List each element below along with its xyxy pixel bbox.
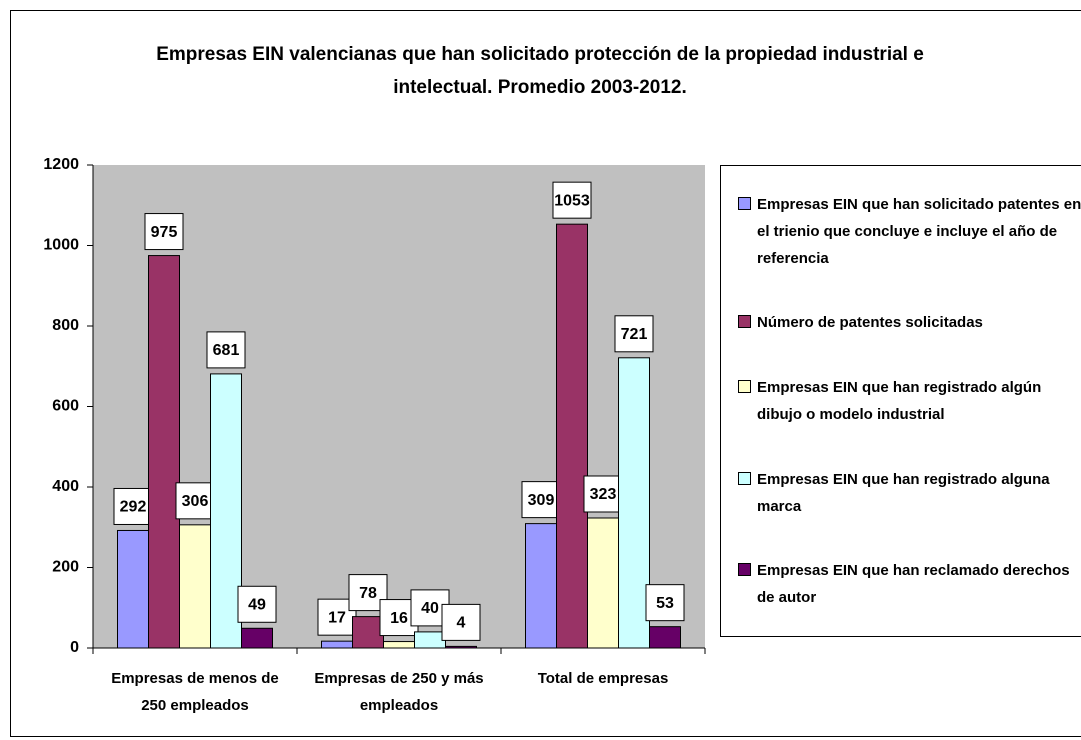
data-label: 16 (390, 610, 408, 627)
data-label-box (237, 585, 277, 623)
chart-frame (10, 10, 1081, 737)
legend-swatch (738, 315, 751, 329)
bar (117, 529, 149, 649)
y-tick-label: 200 (52, 559, 79, 576)
data-label: 53 (656, 595, 674, 612)
data-label: 323 (590, 486, 617, 503)
x-tick-label: Empresas de 250 y más empleados (314, 670, 484, 714)
y-tick-label: 600 (52, 398, 79, 415)
data-label: 306 (182, 493, 209, 510)
bar (179, 524, 211, 649)
x-tick-label: Total de empresas (537, 670, 669, 687)
bar (352, 616, 384, 649)
legend-label: Empresas EIN que han reclamado derechos … (757, 562, 1070, 607)
x-tick-label: Empresas de menos de 250 empleados (111, 670, 279, 714)
bar (525, 523, 557, 649)
bar (556, 223, 588, 649)
legend-swatch (738, 379, 751, 393)
data-label: 40 (421, 600, 439, 617)
data-label: 721 (621, 326, 648, 343)
data-label: 78 (359, 585, 377, 602)
bar (414, 631, 446, 649)
bar (241, 627, 273, 649)
legend-item: Empresas EIN que han registrado algún di… (721, 374, 1081, 428)
bar (321, 640, 353, 649)
bar (618, 357, 650, 649)
bar (148, 255, 180, 649)
y-tick-label: 1000 (43, 237, 79, 254)
data-label-box (645, 584, 685, 622)
data-label-box (206, 331, 246, 369)
data-label-box (175, 482, 215, 520)
legend-label: Empresas EIN que han registrado alguna m… (757, 470, 1050, 515)
data-label: 4 (457, 615, 466, 632)
legend-item: Empresas EIN que han solicitado patentes… (721, 191, 1081, 272)
legend-label: Empresas EIN que han solicitado patentes… (757, 195, 1081, 267)
y-tick-label: 1200 (43, 156, 79, 173)
legend: Empresas EIN que han solicitado patentes… (720, 165, 1081, 637)
bar (383, 641, 415, 649)
legend-item: Número de patentes solicitadas (721, 309, 1081, 336)
data-label-box (552, 181, 592, 219)
data-label: 1053 (554, 192, 590, 209)
data-label: 49 (248, 596, 266, 613)
data-label: 309 (528, 492, 555, 509)
data-label: 681 (213, 342, 240, 359)
legend-swatch (738, 471, 751, 485)
bar (210, 373, 242, 649)
legend-item: Empresas EIN que han registrado alguna m… (721, 466, 1081, 520)
data-label: 975 (151, 224, 178, 241)
y-tick-label: 800 (52, 317, 79, 334)
data-label-box (614, 315, 654, 353)
bar (587, 517, 619, 649)
legend-item: Empresas EIN que han reclamado derechos … (721, 557, 1081, 611)
data-label-box (441, 603, 481, 641)
bar (649, 626, 681, 649)
data-label: 292 (120, 499, 147, 516)
chart-title: Empresas EIN valencianas que han solicit… (156, 44, 924, 98)
data-label-box (113, 487, 153, 525)
data-label-box (583, 475, 623, 513)
legend-label: Número de patentes solicitadas (757, 314, 983, 332)
data-label: 17 (328, 609, 346, 626)
data-label-box (144, 213, 184, 251)
legend-label: Empresas EIN que han registrado algún di… (757, 378, 1042, 423)
legend-swatch (738, 196, 751, 210)
data-label-box (521, 481, 561, 519)
y-tick-label: 0 (70, 639, 79, 656)
legend-swatch (738, 563, 751, 577)
y-tick-label: 400 (52, 478, 79, 495)
